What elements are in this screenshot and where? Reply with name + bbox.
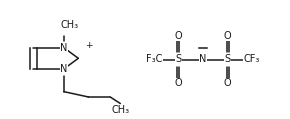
Text: S: S bbox=[224, 55, 231, 64]
Text: CF₃: CF₃ bbox=[244, 55, 260, 64]
Text: N: N bbox=[60, 43, 68, 53]
Text: +: + bbox=[86, 41, 93, 50]
Text: O: O bbox=[175, 78, 182, 88]
Text: N: N bbox=[60, 64, 68, 74]
Text: F₃C: F₃C bbox=[146, 55, 162, 64]
Text: O: O bbox=[224, 31, 231, 41]
Text: CH₃: CH₃ bbox=[61, 20, 79, 30]
Text: O: O bbox=[224, 78, 231, 88]
Text: CH₃: CH₃ bbox=[111, 105, 129, 115]
Text: O: O bbox=[175, 31, 182, 41]
Text: N: N bbox=[199, 55, 207, 64]
Text: S: S bbox=[175, 55, 182, 64]
